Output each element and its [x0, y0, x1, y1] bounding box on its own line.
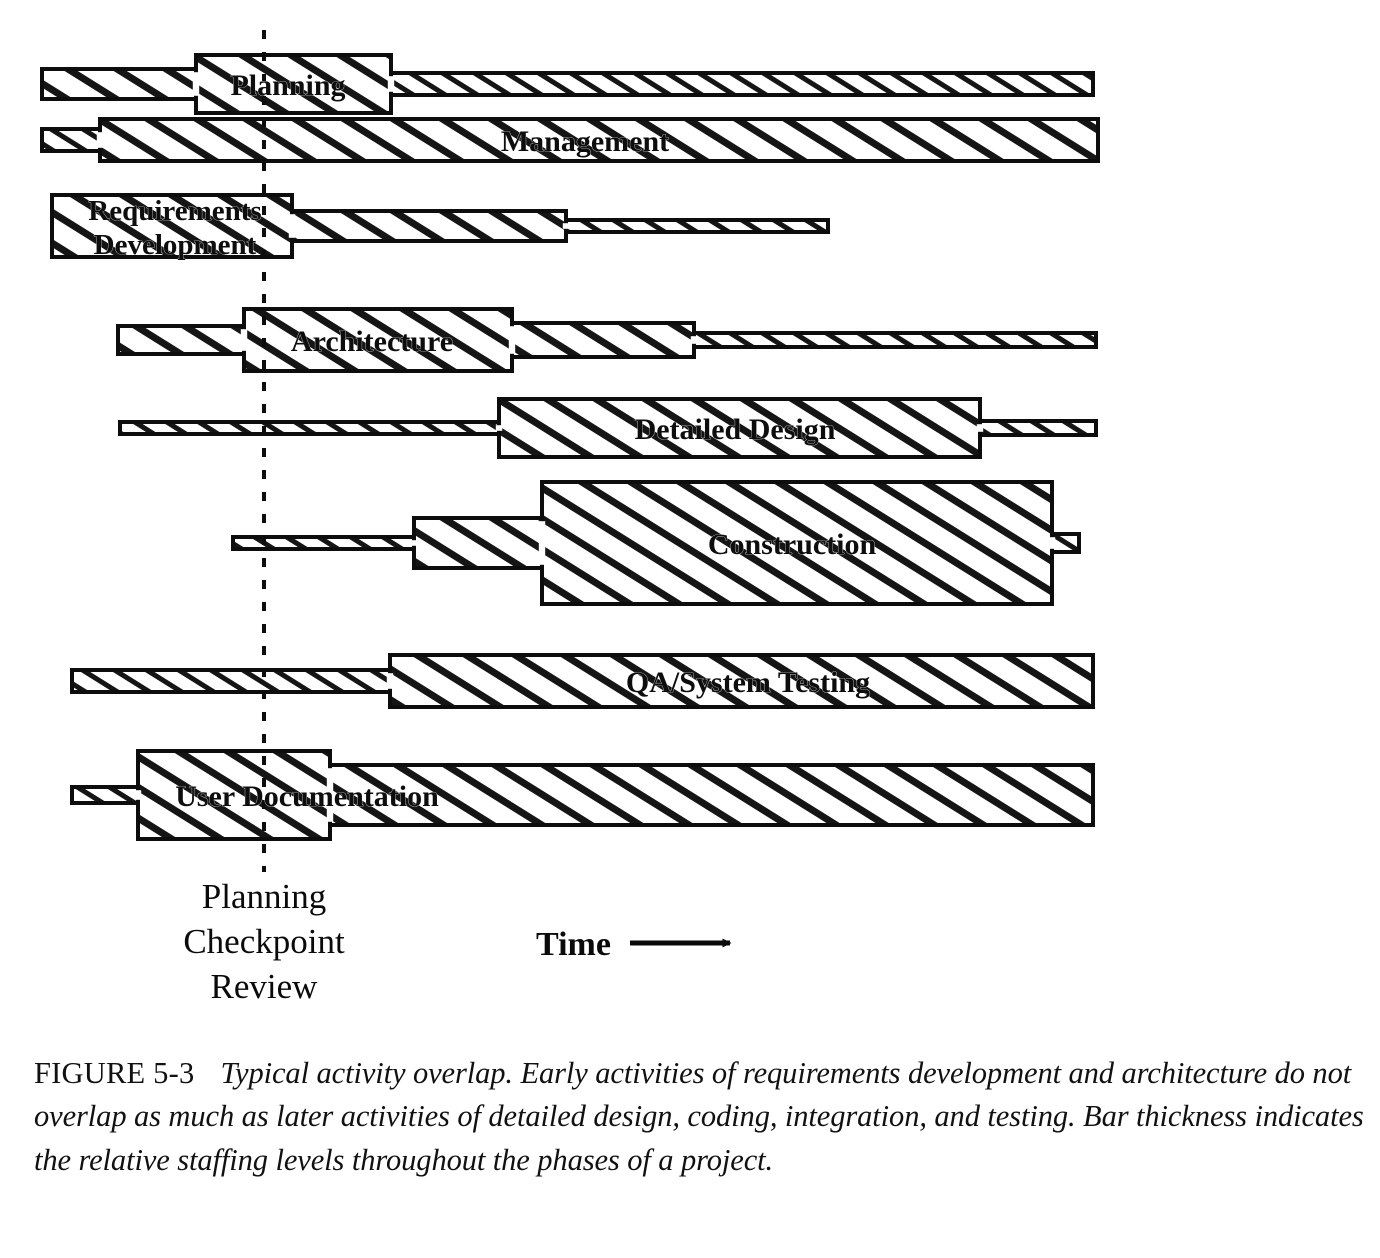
activity-bar-labels: Planning Management RequirementsDevelopmen… — [88, 69, 877, 814]
planning-checkpoint-review-caption: Planning Checkpoint Review — [183, 877, 345, 1006]
activity-bar-label: Detailed Design — [635, 413, 836, 446]
time-axis-label: Time — [536, 926, 611, 963]
activity-bar-segment — [694, 333, 1096, 347]
time-axis: Time — [536, 926, 732, 963]
activity-bar-segment — [42, 69, 196, 99]
activity-bar-segment — [512, 323, 694, 357]
activity-bar[interactable] — [50, 193, 830, 259]
activity-bar-segment — [52, 195, 292, 257]
activity-bar-segment — [542, 482, 1052, 604]
activity-bar-segment — [292, 211, 566, 241]
activity-bar-segment — [138, 751, 330, 839]
activity-bar-segment — [120, 422, 499, 434]
activity-bar[interactable] — [70, 653, 1095, 709]
activity-bar-label: Development — [94, 229, 257, 261]
segment-join-mask — [495, 425, 503, 431]
activity-bar-label: Planning — [230, 69, 345, 102]
segment-join-mask — [96, 132, 104, 148]
activity-bar-segment — [1052, 534, 1079, 552]
segment-join-mask — [1048, 537, 1056, 549]
activity-bar-segment — [330, 765, 1093, 825]
activity-bar-segment — [390, 655, 1093, 707]
activity-bar-segment — [391, 73, 1093, 95]
activity-overlap-chart: Planning Management Requirements Developmen… — [40, 30, 1100, 1006]
activity-bar[interactable] — [70, 749, 1095, 841]
activity-bar-label: Construction — [708, 528, 877, 561]
activity-bar-segment — [196, 55, 391, 113]
segment-join-mask — [288, 214, 296, 238]
segment-join-mask — [240, 329, 248, 351]
activity-bar[interactable] — [116, 307, 1098, 373]
segment-join-mask — [192, 72, 200, 96]
segment-join-mask — [976, 424, 984, 432]
activity-bar-segment — [72, 787, 138, 803]
chart-svg: Planning Management RequirementsDevelopmen… — [40, 30, 1100, 1006]
activity-bar-label: QA/System Testing — [626, 666, 870, 699]
segment-join-mask — [134, 790, 142, 800]
activity-bar-segment — [118, 326, 244, 354]
activity-bar-label: Architecture — [291, 325, 453, 358]
activity-bar-label: User Documentation — [175, 780, 439, 813]
segment-join-mask — [562, 223, 570, 229]
activity-bar-segment — [72, 670, 390, 692]
segment-join-mask — [508, 326, 516, 354]
segment-join-mask — [410, 540, 418, 546]
activity-bar-label: Requirements — [88, 195, 261, 227]
segment-join-mask — [386, 673, 394, 689]
activity-bar-segment — [100, 119, 1098, 161]
segment-join-mask — [326, 768, 334, 822]
figure-caption-body: Typical activity overlap. Early activiti… — [34, 1056, 1364, 1177]
activity-bar-segment — [499, 399, 980, 457]
checkpoint-caption-line-1: Planning — [202, 877, 326, 916]
figure-caption-label: FIGURE 5-3 — [34, 1056, 195, 1090]
activity-bar-segment — [980, 421, 1096, 435]
segment-join-mask — [538, 521, 546, 565]
activity-bar[interactable] — [40, 53, 1095, 115]
activity-bar-segment — [42, 129, 100, 151]
activity-bar[interactable] — [118, 397, 1098, 459]
checkpoint-caption-line-3: Review — [211, 967, 319, 1006]
activity-bar-label: Management — [501, 125, 669, 158]
activity-bar-segment — [566, 220, 828, 232]
activity-bars — [40, 53, 1100, 841]
activity-bar[interactable] — [40, 117, 1100, 163]
figure-caption: FIGURE 5-3 Typical activity overlap. Earl… — [34, 1052, 1364, 1182]
activity-bar-segment — [233, 537, 414, 549]
segment-join-mask — [387, 76, 395, 92]
checkpoint-caption-line-2: Checkpoint — [183, 922, 345, 961]
segment-join-mask — [690, 336, 698, 344]
activity-bar[interactable] — [231, 480, 1081, 606]
activity-bar-segment — [414, 518, 542, 568]
activity-bar-segment — [244, 309, 512, 371]
